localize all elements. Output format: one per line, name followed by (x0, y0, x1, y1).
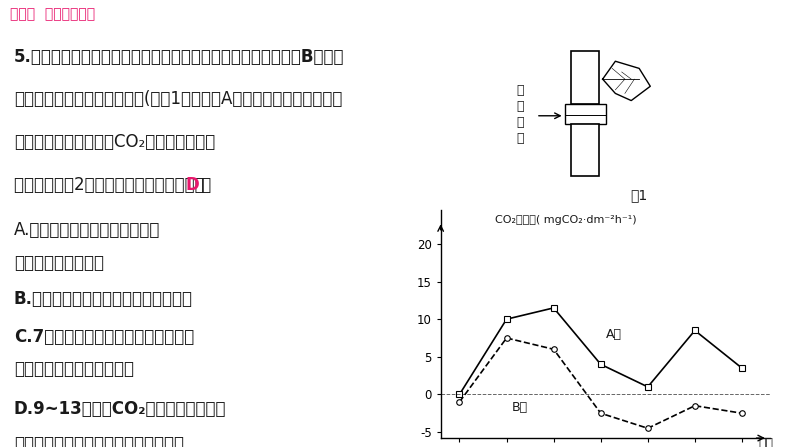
Text: 阻断了有机物的运输: 阻断了有机物的运输 (14, 254, 104, 272)
Text: CO₂吸收量( mgCO₂·dm⁻²h⁻¹): CO₂吸收量( mgCO₂·dm⁻²h⁻¹) (495, 215, 636, 225)
Text: 时刻: 时刻 (758, 437, 773, 447)
Text: 5.为研究有机物的积累对苹果叶片光合作用的影响，研究人员将B组苹果: 5.为研究有机物的积累对苹果叶片光合作用的影响，研究人员将B组苹果 (14, 48, 345, 66)
Text: 实验结果如图2所示。下列说法错误的是（: 实验结果如图2所示。下列说法错误的是（ (14, 176, 210, 194)
Bar (571, 124, 599, 176)
Text: C.7点后两曲线变化说明叶片中有机物: C.7点后两曲线变化说明叶片中有机物 (14, 328, 195, 346)
Text: 积累会抑制光合作用的进行: 积累会抑制光合作用的进行 (14, 360, 134, 378)
Text: B组: B组 (511, 401, 527, 414)
Text: B.我们可以通过树皮环割提高苹果产量: B.我们可以通过树皮环割提高苹果产量 (14, 290, 193, 308)
Text: D.9~13点两组CO₂吸收量降低的原因: D.9~13点两组CO₂吸收量降低的原因 (14, 400, 226, 418)
Text: 叶片上下的枝条进行环割处理(如图1所示），A组不作处理。然后在白天: 叶片上下的枝条进行环割处理(如图1所示），A组不作处理。然后在白天 (14, 90, 342, 109)
Text: 是气温过高，保卫细胞吸水，气孔关闭: 是气温过高，保卫细胞吸水，气孔关闭 (14, 435, 184, 447)
Bar (565, 104, 606, 124)
Text: ）: ） (196, 176, 211, 194)
Text: 环
割
处
理: 环 割 处 理 (516, 84, 524, 145)
Bar (571, 51, 599, 104)
Text: A组: A组 (605, 328, 622, 341)
Text: 不同时间测定两组叶片CO₂吸收量的变化，: 不同时间测定两组叶片CO₂吸收量的变化， (14, 133, 215, 151)
Text: D: D (186, 176, 199, 194)
Text: 图1: 图1 (630, 189, 648, 202)
Text: 第二编  主题分类突破: 第二编 主题分类突破 (10, 8, 94, 21)
Text: A.环割处理破坏了茎的韧皮部，: A.环割处理破坏了茎的韧皮部， (14, 221, 160, 239)
Polygon shape (603, 61, 650, 101)
